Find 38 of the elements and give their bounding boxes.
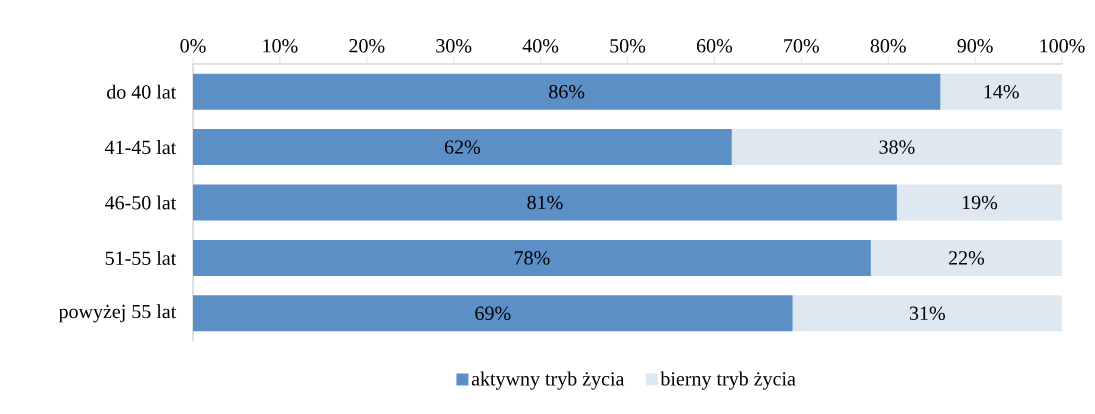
data-label: 14% [984,84,1019,99]
x-tick-label: 30% [436,39,472,53]
bar [193,129,732,166]
bar [731,129,1063,166]
bar [896,184,1063,221]
bar [193,295,793,332]
x-tick-label: 40% [522,39,559,53]
data-label: 81% [527,195,563,210]
bar [193,239,871,276]
bar [940,73,1063,110]
data-label: 31% [909,306,945,321]
y-tick-label: do 40 lat [107,84,177,99]
bar [193,184,897,221]
data-label: 78% [514,251,550,265]
y-tick-label: 41-45 lat [105,140,177,155]
x-tick-label: 70% [784,39,819,53]
x-tick-label: 0% [180,39,206,53]
data-label: 62% [444,140,481,154]
data-label: 86% [549,84,585,99]
data-label: 38% [879,140,915,154]
y-tick-label: powyżej 55 lat [58,304,177,323]
legend-label: aktywny tryb życia [471,371,625,390]
x-tick-label: 80% [870,39,906,53]
x-tick-label: 60% [696,39,733,53]
x-tick-label: 100% [1040,39,1085,53]
y-tick-label: 46-50 lat [105,195,177,210]
bar [792,295,1063,332]
bar [870,239,1063,276]
data-label: 19% [962,195,998,210]
data-label: 22% [948,251,985,265]
data-label: 69% [475,306,511,321]
y-tick-label: 51-55 lat [105,250,177,265]
legend-label: bierny tryb życia [660,371,796,390]
x-tick-label: 90% [957,39,993,53]
bar [193,73,941,110]
x-tick-label: 50% [610,39,646,53]
x-tick-label: 20% [349,39,385,53]
x-tick-label: 10% [263,39,298,53]
